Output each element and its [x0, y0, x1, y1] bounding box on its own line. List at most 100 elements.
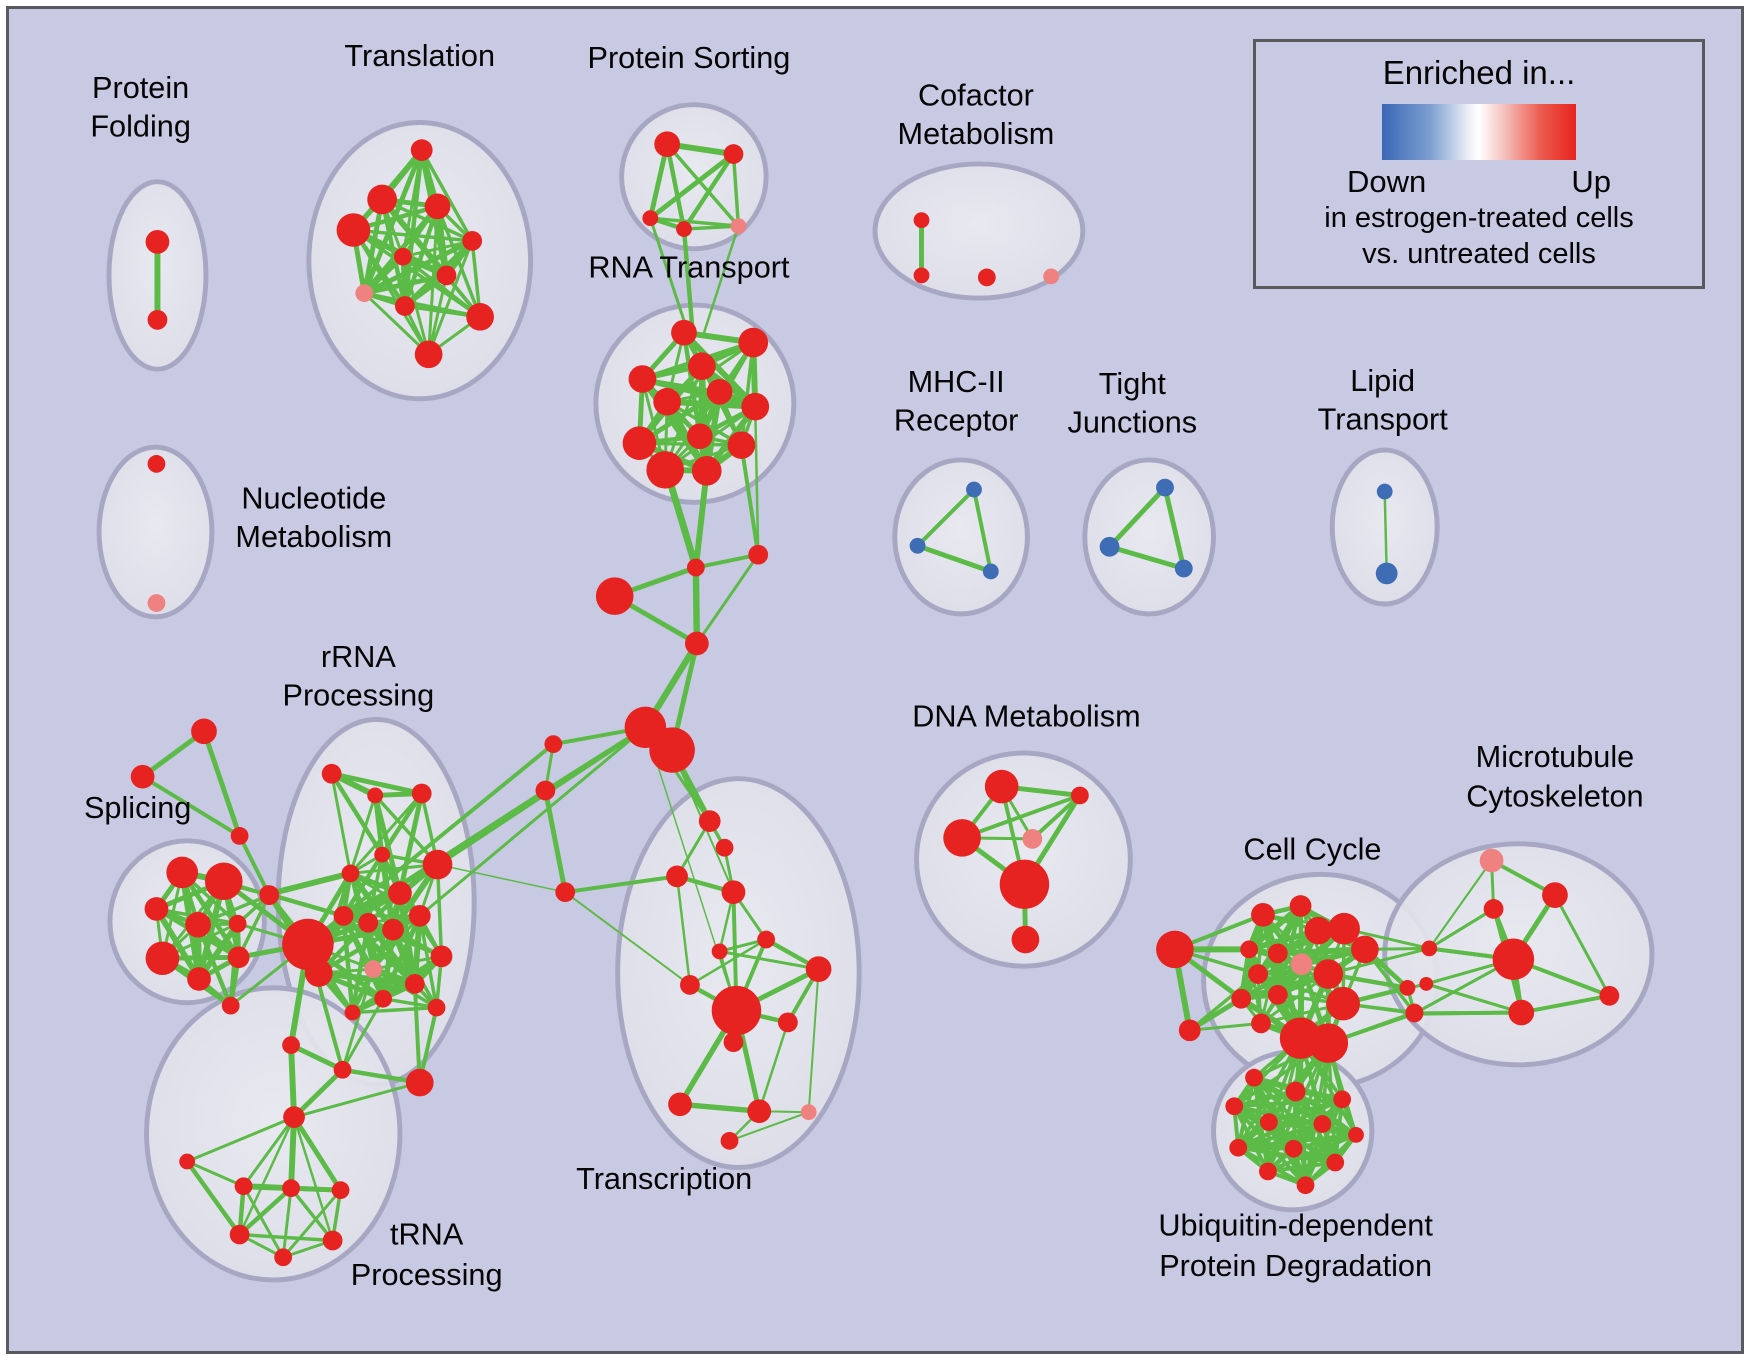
- trna-processing-node-6[interactable]: [282, 1179, 300, 1198]
- rrna-processing-node-4[interactable]: [422, 849, 453, 880]
- rrna-processing-node-6[interactable]: [259, 885, 278, 904]
- trna-processing-node-4[interactable]: [179, 1153, 196, 1170]
- dna-metabolism-node-3[interactable]: [1022, 829, 1043, 849]
- microtubule-cytoskeleton-node-0[interactable]: [1479, 848, 1504, 873]
- protein-folding-node-1[interactable]: [147, 309, 168, 330]
- nucleotide-metabolism-node-1[interactable]: [147, 594, 166, 612]
- transcription-node-8[interactable]: [680, 975, 700, 995]
- rrna-processing-node-18[interactable]: [344, 1004, 361, 1021]
- splicing-node-4[interactable]: [228, 914, 247, 933]
- dna-metabolism-node-2[interactable]: [943, 819, 981, 857]
- cell-cycle-node-6[interactable]: [1240, 940, 1259, 959]
- transcription-node-5[interactable]: [757, 930, 776, 949]
- ubiquitin-degradation-node-4[interactable]: [1259, 1113, 1278, 1131]
- transcription-node-2[interactable]: [666, 865, 688, 888]
- trna-processing-node-1[interactable]: [282, 1036, 300, 1054]
- translation-node-7[interactable]: [355, 284, 374, 303]
- ubiquitin-degradation-node-0[interactable]: [1245, 1068, 1263, 1087]
- tight-junctions-node-1[interactable]: [1099, 536, 1120, 557]
- microtubule-cytoskeleton-node-2[interactable]: [1483, 899, 1504, 919]
- transcription-node-0[interactable]: [698, 810, 721, 832]
- protein-folding-node-0[interactable]: [145, 230, 170, 254]
- rrna-processing-node-10[interactable]: [408, 904, 431, 927]
- trna-processing-node-8[interactable]: [229, 1224, 250, 1245]
- transcription-node-12[interactable]: [668, 1092, 692, 1117]
- translation-node-5[interactable]: [393, 247, 412, 266]
- transcription-node-9[interactable]: [711, 985, 762, 1036]
- mhc-ii-receptor-node-2[interactable]: [982, 563, 999, 580]
- translation-node-2[interactable]: [424, 193, 451, 220]
- dna-metabolism-node-1[interactable]: [1070, 786, 1089, 805]
- translation-node-1[interactable]: [367, 184, 397, 215]
- microtubule-cytoskeleton-node-4[interactable]: [1419, 977, 1434, 991]
- trna-processing-node-10[interactable]: [274, 1248, 293, 1267]
- lipid-transport-node-0[interactable]: [1376, 483, 1393, 500]
- splicing-node-2[interactable]: [144, 897, 169, 921]
- microtubule-cytoskeleton-node-8[interactable]: [1599, 985, 1620, 1006]
- connectors-node-3[interactable]: [684, 631, 709, 656]
- cell-cycle-node-18[interactable]: [1399, 979, 1416, 996]
- rna-transport-node-9[interactable]: [727, 431, 756, 459]
- dna-metabolism-node-0[interactable]: [984, 769, 1019, 804]
- trna-processing-node-7[interactable]: [331, 1181, 350, 1200]
- splicing-node-8[interactable]: [221, 996, 240, 1015]
- rna-transport-node-11[interactable]: [691, 456, 722, 486]
- rna-transport-node-7[interactable]: [622, 426, 657, 460]
- cell-cycle-node-4[interactable]: [1304, 916, 1333, 945]
- nucleotide-metabolism-node-0[interactable]: [147, 455, 166, 473]
- splicing-node-7[interactable]: [227, 946, 250, 969]
- translation-node-8[interactable]: [394, 296, 415, 316]
- connectors-node-6[interactable]: [544, 735, 563, 754]
- rna-transport-node-2[interactable]: [628, 365, 657, 393]
- rna-transport-node-5[interactable]: [653, 387, 682, 416]
- connectors-node-2[interactable]: [595, 577, 634, 615]
- rna-transport-node-0[interactable]: [671, 319, 697, 346]
- mhc-ii-receptor-node-0[interactable]: [966, 481, 982, 498]
- translation-node-0[interactable]: [410, 139, 433, 161]
- cell-cycle-node-5[interactable]: [1328, 912, 1360, 945]
- transcription-node-4[interactable]: [555, 882, 576, 903]
- ubiquitin-degradation-node-11[interactable]: [1296, 1176, 1315, 1195]
- protein-sorting-node-2[interactable]: [642, 210, 659, 227]
- rrna-processing-node-8[interactable]: [333, 905, 354, 926]
- transcription-node-14[interactable]: [800, 1104, 817, 1121]
- splicing-node-0[interactable]: [166, 856, 199, 889]
- connectors-node-0[interactable]: [686, 558, 705, 577]
- cell-cycle-node-10[interactable]: [1313, 959, 1344, 989]
- cell-cycle-node-8[interactable]: [1290, 953, 1313, 976]
- transcription-node-6[interactable]: [711, 943, 728, 960]
- translation-node-3[interactable]: [336, 213, 371, 247]
- rrna-processing-node-14[interactable]: [430, 945, 453, 968]
- cell-cycle-node-0[interactable]: [1156, 930, 1194, 969]
- protein-sorting-node-1[interactable]: [723, 144, 744, 164]
- cell-cycle-node-17[interactable]: [1308, 1023, 1349, 1063]
- rrna-processing-node-0[interactable]: [321, 763, 342, 784]
- ubiquitin-degradation-node-7[interactable]: [1229, 1138, 1248, 1157]
- cofactor-metabolism-node-1[interactable]: [913, 267, 930, 284]
- cell-cycle-node-9[interactable]: [1248, 964, 1268, 984]
- splicing-node-1[interactable]: [204, 862, 243, 901]
- dna-metabolism-node-5[interactable]: [1011, 925, 1040, 954]
- translation-node-9[interactable]: [466, 303, 494, 331]
- connectors-node-7[interactable]: [535, 780, 556, 801]
- microtubule-cytoskeleton-node-6[interactable]: [1492, 938, 1535, 980]
- ubiquitin-degradation-node-2[interactable]: [1333, 1090, 1352, 1109]
- translation-node-6[interactable]: [436, 265, 457, 286]
- microtubule-cytoskeleton-node-5[interactable]: [1405, 1004, 1424, 1023]
- trna-processing-node-2[interactable]: [333, 1060, 352, 1079]
- transcription-node-1[interactable]: [715, 838, 734, 857]
- rna-transport-node-3[interactable]: [687, 352, 716, 381]
- rrna-processing-node-3[interactable]: [374, 846, 391, 863]
- tight-junctions-node-0[interactable]: [1156, 478, 1174, 497]
- rrna-processing-node-15[interactable]: [364, 960, 383, 979]
- transcription-node-13[interactable]: [747, 1099, 772, 1124]
- ubiquitin-degradation-node-5[interactable]: [1313, 1115, 1332, 1133]
- protein-sorting-node-3[interactable]: [676, 221, 692, 237]
- cofactor-metabolism-node-2[interactable]: [977, 268, 996, 287]
- connectors-node-9[interactable]: [130, 764, 155, 789]
- translation-node-4[interactable]: [462, 231, 483, 251]
- trna-processing-node-0[interactable]: [283, 1106, 305, 1128]
- ubiquitin-degradation-node-10[interactable]: [1259, 1162, 1277, 1181]
- connectors-node-5[interactable]: [649, 727, 695, 773]
- transcription-node-7[interactable]: [805, 956, 832, 982]
